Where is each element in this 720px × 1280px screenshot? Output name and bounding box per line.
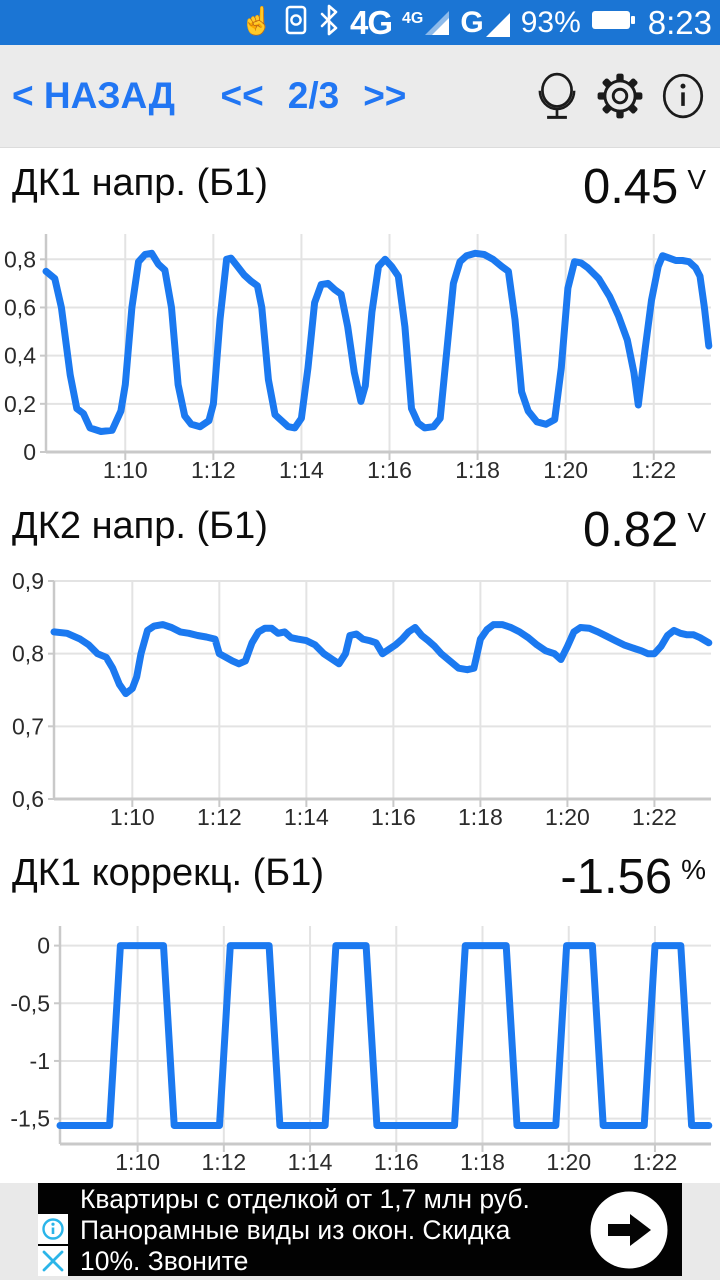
svg-text:1:22: 1:22 [633, 1149, 678, 1175]
svg-text:0,8: 0,8 [12, 641, 44, 667]
svg-text:0,2: 0,2 [4, 391, 36, 417]
chart-panel-dk2-voltage: ДК2 напр. (Б1) 0.82 V 0,9 0,8 0,7 0,6 1:10 1:… [0, 491, 720, 838]
battery-percent-label: 93% [520, 5, 581, 39]
ad-controls [38, 1183, 72, 1276]
battery-icon [591, 8, 636, 37]
network-type-label: 4G [350, 3, 393, 41]
gear-icon[interactable] [595, 71, 645, 121]
reading-unit: V [687, 507, 706, 538]
reading-unit: V [687, 164, 706, 195]
prev-page-button[interactable]: << [220, 75, 264, 116]
svg-text:1:10: 1:10 [110, 804, 155, 830]
ad-line-2: Панорамные виды из окон. Скидка [80, 1215, 511, 1245]
ad-footer: Квартиры с отделкой от 1,7 млн руб. Пано… [0, 1183, 720, 1280]
svg-text:0,4: 0,4 [4, 343, 36, 369]
svg-text:0: 0 [23, 439, 36, 465]
svg-text:0: 0 [37, 933, 50, 959]
svg-text:1:22: 1:22 [631, 457, 676, 483]
reading-value: -1.56 [560, 850, 673, 904]
svg-text:1:18: 1:18 [460, 1149, 505, 1175]
ad-line-1: Квартиры с отделкой от 1,7 млн руб. [80, 1184, 530, 1214]
current-reading: 0.82 V [582, 503, 710, 557]
touch-input-icon: ☝ [240, 6, 274, 36]
svg-text:0,9: 0,9 [12, 573, 44, 594]
svg-text:1:14: 1:14 [279, 457, 324, 483]
chart-panel-dk1-voltage: ДК1 напр. (Б1) 0.45 V 0,8 0,6 0,4 0,2 0 1:10 1… [0, 148, 720, 491]
clock-label: 8:23 [647, 3, 712, 41]
svg-text:1:20: 1:20 [546, 1149, 591, 1175]
arrow-right-icon [590, 1191, 668, 1268]
chart-canvas-dk1-voltage[interactable]: 0,8 0,6 0,4 0,2 0 1:10 1:12 1:14 1:16 1:18 1:20 1:2… [0, 226, 720, 491]
charts-page: ДК1 напр. (Б1) 0.45 V 0,8 0,6 0,4 0,2 0 1:10 1… [0, 148, 720, 1183]
ad-close-button[interactable] [38, 1246, 68, 1276]
svg-text:-1,5: -1,5 [10, 1106, 50, 1132]
ad-arrow-button[interactable] [576, 1183, 682, 1276]
bluetooth-icon [318, 4, 340, 41]
ad-text: Квартиры с отделкой от 1,7 млн руб. Пано… [72, 1183, 576, 1276]
chart-canvas-dk2-voltage[interactable]: 0,9 0,8 0,7 0,6 1:10 1:12 1:14 1:16 1:18 1:20 1:22 [0, 573, 720, 838]
svg-text:1:12: 1:12 [197, 804, 242, 830]
toolbar: < НАЗАД << 2/3 >> [0, 45, 720, 148]
reading-value: 0.82 [582, 503, 679, 557]
chart-title: ДК2 напр. (Б1) [12, 505, 268, 547]
svg-text:1:16: 1:16 [374, 1149, 419, 1175]
svg-text:1:10: 1:10 [103, 457, 148, 483]
ad-banner[interactable]: Квартиры с отделкой от 1,7 млн руб. Пано… [38, 1183, 682, 1276]
signal-strength-icon-1: 4G [402, 10, 450, 36]
signal-strength-icon-2: G [460, 7, 510, 38]
svg-text:1:18: 1:18 [458, 804, 503, 830]
current-reading: -1.56 % [560, 850, 710, 904]
svg-text:1:22: 1:22 [632, 804, 677, 830]
chart-title: ДК1 коррекц. (Б1) [12, 852, 325, 894]
page-indicator: 2/3 [287, 75, 340, 116]
mirror-icon[interactable] [532, 71, 582, 121]
current-reading: 0.45 V [582, 160, 710, 214]
svg-text:0,6: 0,6 [12, 786, 44, 812]
chart-canvas-dk1-correction[interactable]: 0 -0,5 -1 -1,5 1:10 1:12 1:14 1:16 1:18 1:20 1:22 [0, 918, 720, 1183]
chart-panel-dk1-correction: ДК1 коррекц. (Б1) -1.56 % 0 -0,5 -1 -1,5 1:1… [0, 838, 720, 1183]
svg-text:1:14: 1:14 [284, 804, 329, 830]
info-icon[interactable] [658, 71, 708, 121]
svg-text:1:16: 1:16 [367, 457, 412, 483]
svg-text:0,8: 0,8 [4, 246, 36, 272]
svg-text:0,6: 0,6 [4, 294, 36, 320]
svg-text:1:14: 1:14 [288, 1149, 333, 1175]
chart-title: ДК1 напр. (Б1) [12, 162, 268, 204]
next-page-button[interactable]: >> [363, 75, 407, 116]
svg-text:1:20: 1:20 [543, 457, 588, 483]
screen-cast-icon [284, 4, 308, 41]
svg-text:1:10: 1:10 [115, 1149, 160, 1175]
svg-text:1:20: 1:20 [545, 804, 590, 830]
svg-text:1:12: 1:12 [191, 457, 236, 483]
back-button[interactable]: < НАЗАД [12, 75, 175, 116]
ad-info-button[interactable] [38, 1214, 68, 1244]
status-bar: ☝ 4G 4G G 93% 8:23 [0, 0, 720, 45]
svg-text:-1: -1 [30, 1048, 50, 1074]
svg-text:1:18: 1:18 [455, 457, 500, 483]
svg-text:0,7: 0,7 [12, 713, 44, 739]
svg-text:-0,5: -0,5 [10, 990, 50, 1016]
reading-unit: % [681, 854, 706, 885]
ad-line-3: 10%. Звоните [80, 1246, 249, 1276]
svg-text:1:12: 1:12 [201, 1149, 246, 1175]
page-navigation: << 2/3 >> [221, 75, 407, 117]
svg-text:1:16: 1:16 [371, 804, 416, 830]
reading-value: 0.45 [582, 160, 679, 214]
